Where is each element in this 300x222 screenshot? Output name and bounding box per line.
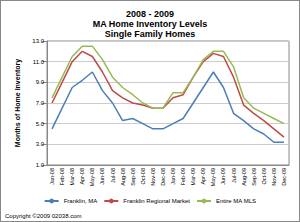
svg-text:May-09: May-09 (210, 168, 216, 186)
svg-text:Aug-09: Aug-09 (241, 168, 247, 186)
svg-text:Oct-08: Oct-08 (140, 168, 146, 185)
svg-text:2008 - 2009: 2008 - 2009 (126, 9, 174, 19)
svg-text:MA Home Inventory Levels: MA Home Inventory Levels (93, 19, 208, 29)
svg-text:Franklin Regional Market: Franklin Regional Market (123, 198, 190, 204)
svg-text:7.0: 7.0 (36, 100, 45, 106)
svg-text:5.0: 5.0 (36, 121, 45, 127)
svg-text:Dec-09: Dec-09 (281, 168, 287, 186)
svg-text:Feb-09: Feb-09 (180, 168, 186, 185)
svg-text:13.0: 13.0 (32, 38, 44, 44)
svg-text:Dec-08: Dec-08 (160, 168, 166, 186)
svg-text:Franklin, MA: Franklin, MA (64, 198, 98, 204)
svg-text:Mar-09: Mar-09 (190, 168, 196, 185)
svg-text:Sep-09: Sep-09 (251, 168, 257, 186)
svg-text:Jul-09: Jul-09 (231, 168, 237, 183)
svg-text:Entire MA MLS: Entire MA MLS (216, 198, 256, 204)
svg-text:Jul-08: Jul-08 (110, 168, 116, 183)
svg-text:Sep-08: Sep-08 (130, 168, 136, 186)
svg-text:Oct-09: Oct-09 (261, 168, 267, 185)
svg-text:11.0: 11.0 (33, 59, 45, 65)
svg-text:1.0: 1.0 (36, 162, 45, 168)
svg-text:Mar-08: Mar-08 (69, 168, 75, 185)
svg-text:Jun-09: Jun-09 (220, 168, 226, 185)
svg-text:Aug-08: Aug-08 (120, 168, 126, 186)
svg-text:Copyright ©2009 02038.com: Copyright ©2009 02038.com (5, 213, 81, 219)
svg-text:Apr-08: Apr-08 (79, 168, 85, 185)
svg-text:Single Family Homes: Single Family Homes (105, 29, 196, 39)
svg-text:Apr-09: Apr-09 (200, 168, 206, 185)
svg-text:Feb-08: Feb-08 (59, 168, 65, 185)
svg-text:Nov-08: Nov-08 (150, 168, 156, 186)
svg-text:3.0: 3.0 (36, 141, 45, 147)
svg-text:9.0: 9.0 (36, 79, 45, 85)
svg-text:Jun-08: Jun-08 (99, 168, 105, 185)
svg-text:May-08: May-08 (89, 168, 95, 186)
svg-text:Months of Home Inventory: Months of Home Inventory (14, 59, 22, 147)
svg-text:Jan-09: Jan-09 (170, 168, 176, 185)
svg-text:Nov-09: Nov-09 (271, 168, 277, 186)
svg-text:Jan-08: Jan-08 (49, 168, 55, 185)
